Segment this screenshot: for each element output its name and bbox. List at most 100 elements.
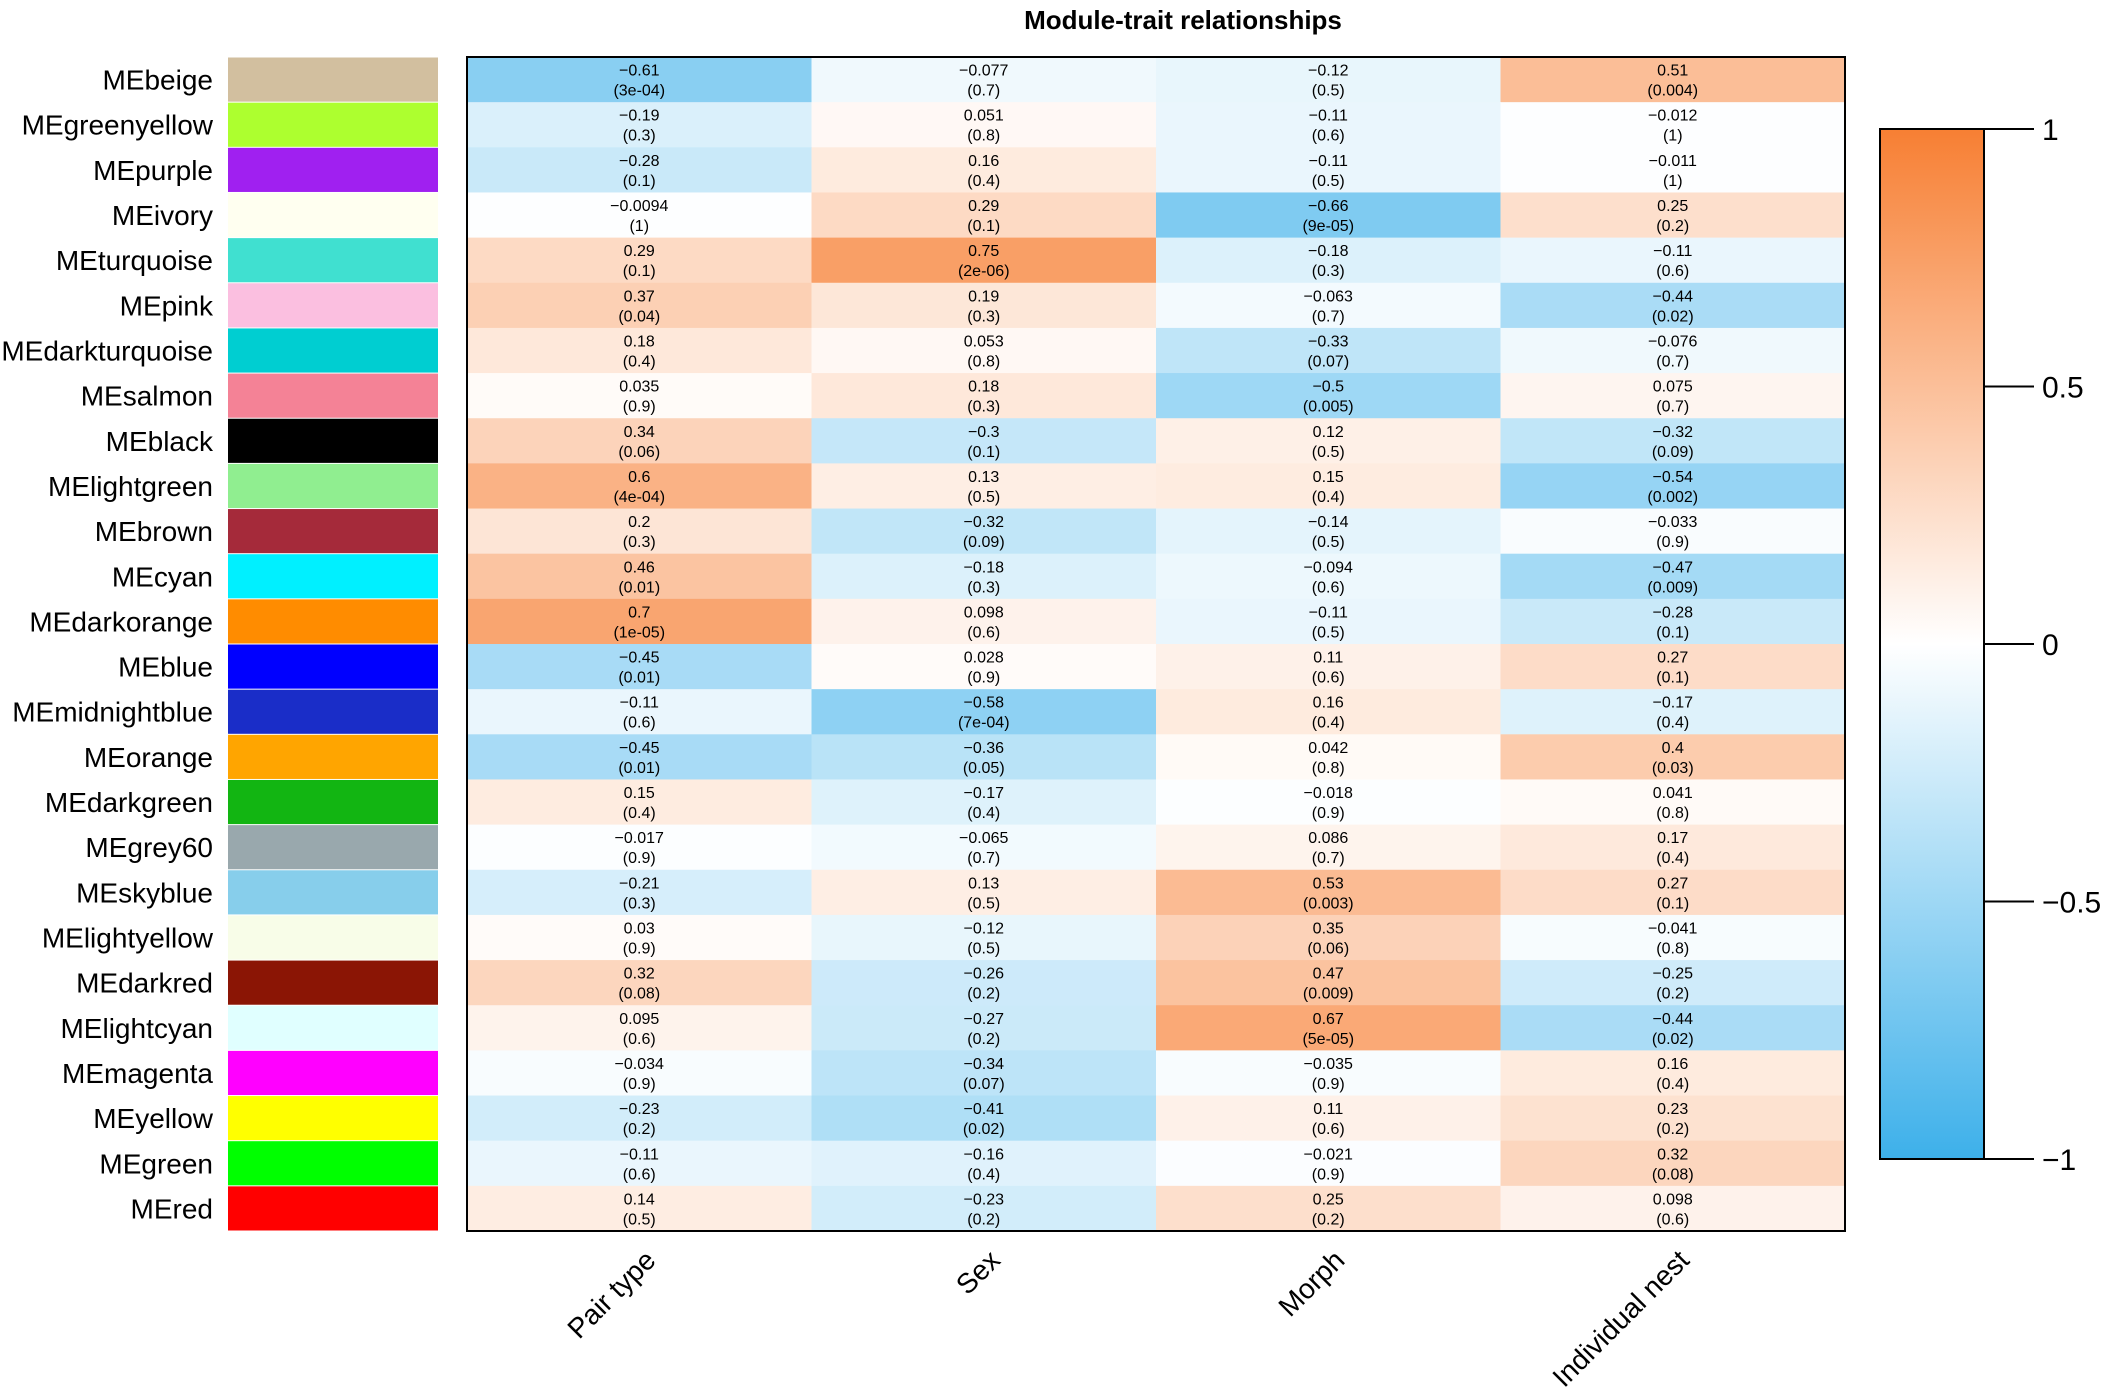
cell-correlation: 0.4 [1662, 740, 1684, 757]
heatmap-cell [467, 1095, 812, 1142]
heatmap-cell [1156, 824, 1501, 871]
cell-pvalue: (0.3) [967, 308, 1000, 325]
cell-pvalue: (0.7) [967, 850, 1000, 867]
cell-pvalue: (0.8) [967, 128, 1000, 145]
cell-correlation: −0.021 [1304, 1146, 1353, 1163]
cell-correlation: −0.27 [964, 1011, 1005, 1028]
heatmap-cell [1156, 102, 1501, 148]
cell-pvalue: (0.8) [1312, 760, 1345, 777]
heatmap-cell [467, 1005, 812, 1051]
row-label: MEred [131, 1193, 213, 1224]
cell-pvalue: (0.5) [1312, 624, 1345, 641]
heatmap-cell [467, 192, 812, 239]
module-swatch-MEturquoise [228, 238, 438, 283]
cell-pvalue: (0.005) [1303, 399, 1354, 416]
row-label: MEsalmon [81, 381, 213, 412]
row-label: MEblue [118, 652, 213, 683]
heatmap-cell [1156, 914, 1501, 961]
cell-correlation: 0.051 [964, 108, 1004, 125]
cell-correlation: −0.47 [1653, 559, 1694, 576]
cell-pvalue: (0.5) [967, 895, 1000, 912]
heatmap-cell [811, 914, 1157, 961]
cell-correlation: −0.11 [1309, 153, 1348, 170]
heatmap-cell [811, 508, 1157, 555]
module-swatch-MEsalmon [228, 373, 438, 418]
heatmap-border [466, 56, 1846, 1232]
cell-pvalue: (0.01) [618, 760, 660, 777]
cell-correlation: −0.23 [964, 1191, 1005, 1208]
heatmap-cell [1500, 282, 1846, 329]
heatmap-cell [1156, 282, 1501, 329]
cell-pvalue: (0.3) [967, 399, 1000, 416]
heatmap-cell [1156, 192, 1501, 239]
module-swatch-MEgreenyellow [228, 102, 438, 147]
cell-pvalue: (0.9) [1312, 805, 1345, 822]
row-label: MEcyan [112, 561, 213, 592]
heatmap-cell [811, 1140, 1157, 1187]
color-scale-tick-label: 0.5 [2042, 372, 2084, 405]
cell-correlation: −0.17 [964, 785, 1005, 802]
heatmap-cell [467, 327, 812, 374]
cell-correlation: −0.12 [1308, 63, 1349, 80]
heatmap-cell [1500, 689, 1846, 735]
heatmap-cell [811, 237, 1157, 284]
cell-correlation: −0.11 [1309, 604, 1348, 621]
cell-pvalue: (0.4) [623, 805, 656, 822]
cell-pvalue: (0.2) [1656, 218, 1689, 235]
cell-pvalue: (5e-05) [1302, 1031, 1354, 1048]
heatmap-cell [467, 147, 812, 193]
cell-pvalue: (0.6) [1312, 670, 1345, 687]
cell-pvalue: (4e-04) [613, 489, 665, 506]
cell-pvalue: (0.2) [623, 1121, 656, 1138]
row-label: MEivory [112, 200, 213, 231]
row-label: MElightyellow [42, 923, 214, 954]
heatmap-cell [1500, 779, 1846, 826]
heatmap-cell [467, 282, 812, 329]
cell-correlation: 0.028 [964, 650, 1004, 667]
cell-pvalue: (0.4) [967, 805, 1000, 822]
row-label: MEmidnightblue [12, 697, 213, 728]
cell-correlation: 0.37 [624, 288, 655, 305]
module-swatch-MEmidnightblue [228, 689, 438, 734]
cell-pvalue: (0.2) [967, 1211, 1000, 1228]
column-label: Morph [1272, 1244, 1350, 1322]
cell-correlation: −0.11 [620, 695, 659, 712]
row-label: MEmagenta [62, 1058, 213, 1089]
cell-correlation: 0.11 [1313, 650, 1343, 667]
cell-pvalue: (0.9) [1656, 534, 1689, 551]
cell-correlation: 0.25 [1313, 1191, 1344, 1208]
cell-correlation: 0.098 [1653, 1191, 1693, 1208]
heatmap-cell [467, 57, 812, 103]
color-scale-tick-label: 1 [2042, 114, 2059, 147]
cell-pvalue: (0.6) [1312, 579, 1345, 596]
heatmap-cell [1500, 508, 1846, 555]
cell-correlation: −0.41 [964, 1101, 1005, 1118]
cell-correlation: 0.14 [624, 1191, 655, 1208]
cell-correlation: 0.27 [1657, 875, 1688, 892]
heatmap-cell [1156, 1140, 1501, 1187]
cell-pvalue: (0.009) [1303, 986, 1354, 1003]
heatmap-cell [1500, 734, 1846, 780]
cell-pvalue: (0.5) [1312, 444, 1345, 461]
cell-correlation: 0.34 [624, 424, 655, 441]
cell-correlation: 0.47 [1313, 966, 1344, 983]
row-label: MEdarkturquoise [1, 336, 213, 367]
cell-correlation: −0.21 [619, 875, 660, 892]
heatmap-cell [1156, 508, 1501, 555]
cell-correlation: 0.035 [619, 379, 659, 396]
cell-correlation: 0.23 [1657, 1101, 1688, 1118]
heatmap-cell [811, 1095, 1157, 1142]
cell-correlation: −0.041 [1648, 921, 1697, 938]
cell-correlation: 0.16 [1657, 1056, 1688, 1073]
cell-pvalue: (0.2) [1656, 986, 1689, 1003]
cell-correlation: 0.12 [1313, 424, 1344, 441]
cell-correlation: −0.54 [1653, 469, 1694, 486]
cell-pvalue: (0.6) [1656, 1211, 1689, 1228]
cell-pvalue: (0.6) [623, 1031, 656, 1048]
cell-pvalue: (0.7) [1312, 308, 1345, 325]
cell-pvalue: (0.4) [967, 173, 1000, 190]
heatmap-cell [811, 598, 1157, 645]
cell-pvalue: (9e-05) [1302, 218, 1354, 235]
cell-pvalue: (0.9) [1312, 1076, 1345, 1093]
